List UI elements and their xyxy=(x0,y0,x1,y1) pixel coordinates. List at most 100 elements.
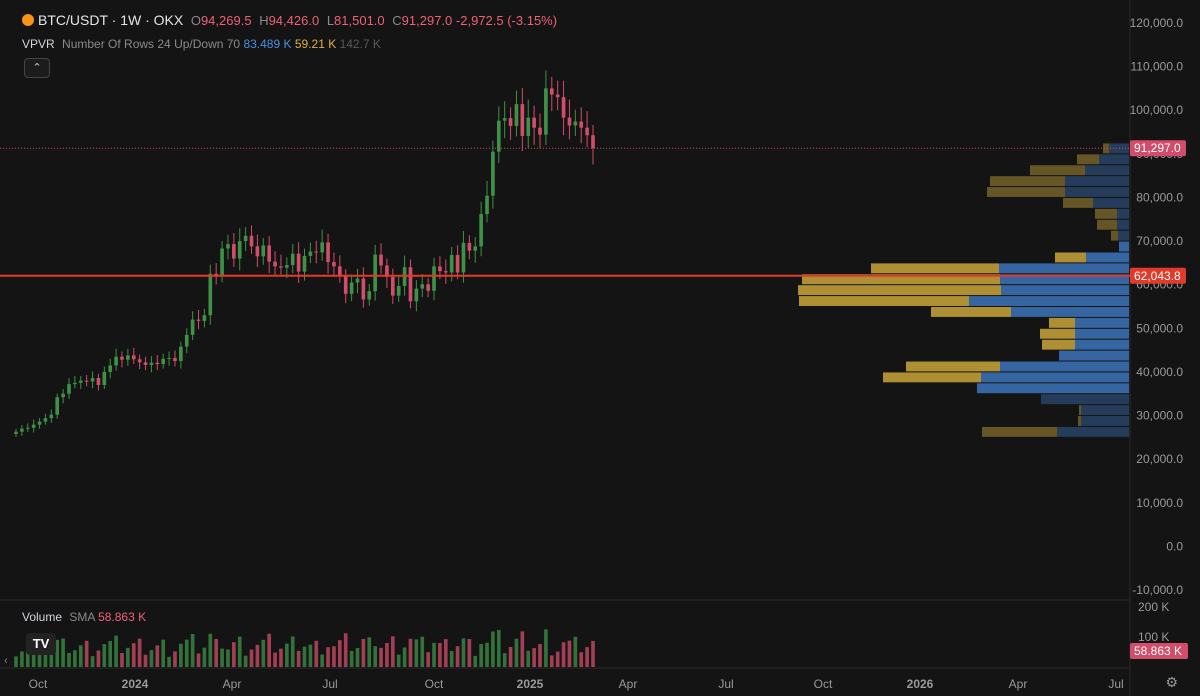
candle-body xyxy=(120,356,124,360)
candle-body xyxy=(31,424,36,428)
x-tick-label: 2024 xyxy=(122,677,149,691)
candle-body xyxy=(385,265,389,277)
candle-body xyxy=(555,94,560,98)
volume-legend[interactable]: Volume SMA 58.863 K xyxy=(22,610,146,624)
vp-down-bar xyxy=(798,285,1001,296)
x-tick-label: Oct xyxy=(814,677,833,691)
vp-down-bar xyxy=(1055,252,1086,263)
vp-up-bar xyxy=(977,383,1129,394)
candle-body xyxy=(137,359,142,363)
volume-bar xyxy=(302,646,307,667)
volume-bar xyxy=(326,647,330,667)
poc-label: 62,043.8 xyxy=(1134,269,1181,283)
vp-down-bar xyxy=(987,187,1065,197)
sma-label: SMA xyxy=(69,610,95,624)
volume-bar xyxy=(390,636,395,667)
vp-total-value: 142.7 K xyxy=(339,37,381,51)
indicator-params: Number Of Rows 24 Up/Down 70 xyxy=(62,37,241,51)
volume-bar xyxy=(573,636,578,667)
volume-bar xyxy=(114,635,118,667)
candle-body xyxy=(255,246,260,257)
x-tick-label: 2025 xyxy=(517,677,544,691)
chevron-up-icon[interactable]: ⌃ xyxy=(24,58,50,78)
candle-body xyxy=(126,355,130,360)
volume-bar xyxy=(402,647,407,667)
candle-body xyxy=(90,378,95,382)
volume-bar xyxy=(220,648,224,667)
volume-bar xyxy=(361,638,366,667)
volume-bar xyxy=(255,644,260,667)
vp-up-bar xyxy=(1119,241,1129,252)
volume-bar xyxy=(126,647,130,667)
volume-bar xyxy=(502,653,507,667)
volume-bar xyxy=(143,654,148,667)
candle-body xyxy=(279,266,283,268)
volume-bar xyxy=(14,656,18,667)
candle-body xyxy=(579,121,584,128)
candle-body xyxy=(585,127,589,136)
candle-body xyxy=(314,251,319,253)
tradingview-logo[interactable]: TV xyxy=(26,633,56,655)
volume-bar xyxy=(449,651,454,667)
candle-body xyxy=(114,356,118,366)
volume-axis-label: 200 K xyxy=(1138,600,1169,614)
volume-bar xyxy=(332,646,336,667)
volume-bar xyxy=(367,637,372,667)
volume-bar xyxy=(120,653,124,667)
vp-up-bar xyxy=(1086,252,1129,263)
vp-up-bar xyxy=(1057,426,1129,437)
volume-bar xyxy=(479,644,483,667)
vp-down-bar xyxy=(1030,165,1085,176)
indicator-legend[interactable]: VPVR Number Of Rows 24 Up/Down 70 83.489… xyxy=(22,37,381,51)
candle-body xyxy=(67,384,71,394)
open-label: O xyxy=(190,13,201,28)
volume-bar xyxy=(61,638,65,667)
y-tick-label: 0.0 xyxy=(1166,539,1183,553)
volume-bar xyxy=(555,651,560,667)
symbol-title[interactable]: BTC/USDT · 1W · OKX xyxy=(38,12,184,28)
volume-bar xyxy=(137,638,142,667)
candle-body xyxy=(485,195,489,215)
volume-bar xyxy=(308,644,313,667)
volume-bar xyxy=(43,652,48,667)
volume-bar xyxy=(467,639,472,667)
vp-down-bar xyxy=(799,296,969,306)
vp-up-bar xyxy=(1085,165,1129,176)
last-price-badge xyxy=(1130,140,1186,157)
poc-badge xyxy=(1130,267,1186,284)
vp-down-bar xyxy=(1049,317,1075,328)
vp-up-bar xyxy=(1059,350,1129,361)
volume-bar xyxy=(226,649,230,667)
candle-body xyxy=(243,235,248,242)
vp-up-bar xyxy=(1000,274,1129,285)
vp-down-bar xyxy=(982,426,1057,437)
vp-down-bar xyxy=(1042,339,1075,350)
scroll-left-icon[interactable]: ‹ xyxy=(4,655,8,667)
volume-bar xyxy=(549,655,554,667)
volume-bar xyxy=(273,652,277,667)
vp-down-bar xyxy=(871,263,999,274)
gear-icon[interactable]: ⚙ xyxy=(1165,674,1178,690)
vp-up-bar xyxy=(1081,416,1129,426)
vp-down-bar xyxy=(1095,208,1117,219)
volume-bar xyxy=(514,638,519,667)
volume-bar xyxy=(544,629,548,667)
volume-bar xyxy=(520,631,525,667)
candle-body xyxy=(232,244,236,259)
volume-bar xyxy=(338,640,342,667)
volume-name[interactable]: Volume xyxy=(22,610,63,624)
candle-body xyxy=(443,271,448,273)
volume-bar xyxy=(508,647,513,667)
y-tick-label: 80,000.0 xyxy=(1136,190,1183,204)
volume-bar xyxy=(73,650,77,667)
candle-body xyxy=(502,118,507,121)
vp-up-bar xyxy=(1118,230,1129,241)
indicator-name[interactable]: VPVR xyxy=(22,37,55,51)
volume-bar xyxy=(208,633,213,667)
bitcoin-icon xyxy=(22,14,34,26)
y-tick-label: 40,000.0 xyxy=(1136,365,1183,379)
vp-up-bar xyxy=(1011,307,1129,317)
volume-bar xyxy=(167,656,171,667)
vp-down-bar xyxy=(1063,197,1093,208)
